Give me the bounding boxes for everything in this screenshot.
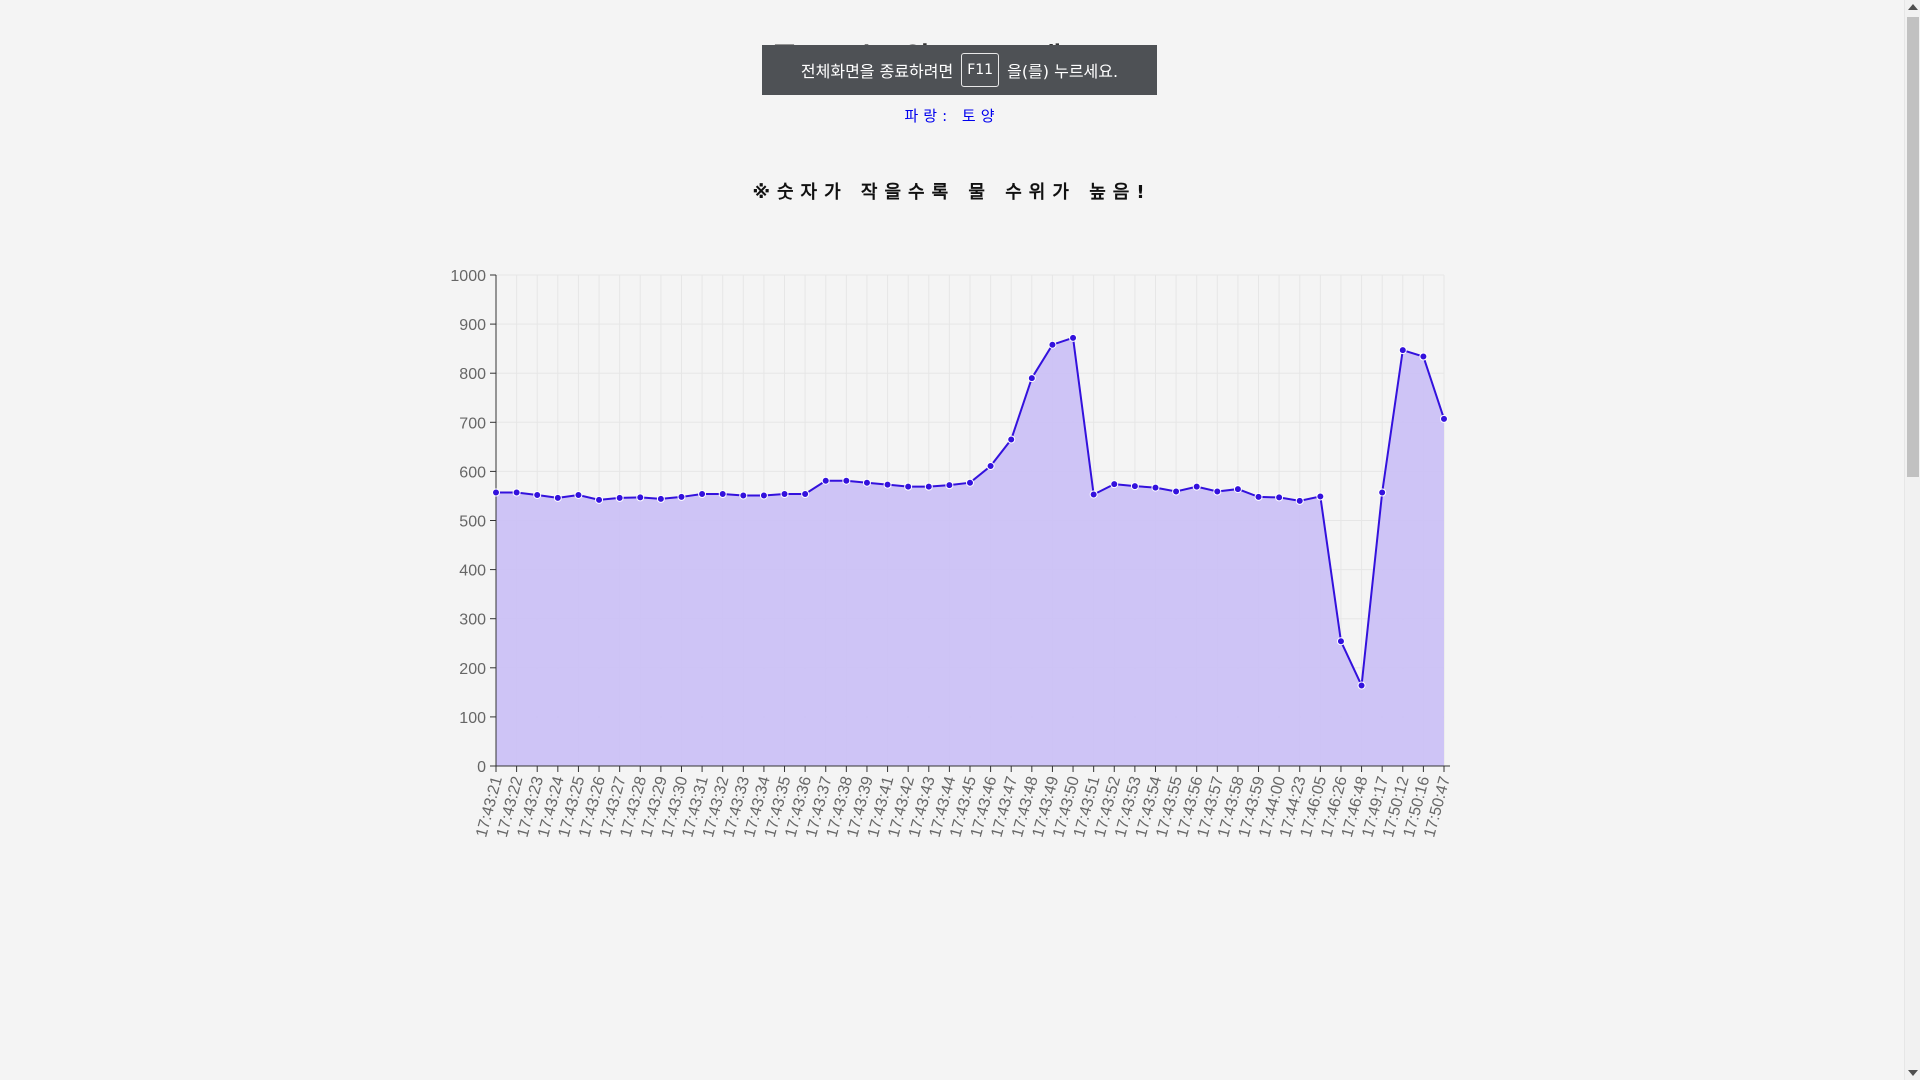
- vertical-scrollbar[interactable]: [1904, 0, 1920, 1080]
- data-point: [1398, 346, 1407, 355]
- y-tick-label: 400: [459, 563, 486, 580]
- fullscreen-notice-text-after: 을(를) 누르세요.: [1007, 62, 1119, 81]
- data-point: [966, 478, 974, 487]
- y-tick-label: 1000: [450, 268, 486, 285]
- data-point: [801, 489, 810, 498]
- data-point: [904, 482, 913, 491]
- fullscreen-notice-text-before: 전체화면을 종료하려면: [800, 62, 954, 81]
- data-point: [1295, 496, 1304, 505]
- series-area-fill: [496, 337, 1444, 766]
- note-text: ※숫자가 작을수록 물 수위가 높음!: [752, 182, 1152, 203]
- data-point: [698, 489, 707, 498]
- data-point: [759, 491, 768, 500]
- data-point: [1089, 490, 1098, 499]
- y-tick-label: 600: [459, 464, 486, 481]
- data-point: [739, 491, 748, 500]
- data-point: [862, 478, 871, 487]
- data-point: [574, 490, 583, 499]
- y-tick-label: 500: [459, 514, 486, 531]
- y-tick-label: 300: [459, 612, 486, 629]
- data-point: [986, 461, 995, 470]
- data-point: [1007, 435, 1016, 444]
- data-point: [883, 480, 892, 489]
- data-point: [821, 476, 830, 485]
- data-point: [1192, 482, 1201, 491]
- y-tick-label: 0: [477, 759, 486, 776]
- data-point: [595, 495, 604, 504]
- data-point: [1130, 482, 1139, 491]
- y-tick-label: 800: [459, 366, 486, 383]
- f11-key-badge: F11: [961, 53, 1000, 87]
- data-point: [842, 476, 851, 485]
- data-point: [1357, 681, 1366, 690]
- data-point: [677, 492, 686, 501]
- data-point: [636, 493, 645, 502]
- legend-text: 파랑: 토양: [904, 107, 1000, 125]
- data-point: [1048, 340, 1057, 349]
- data-point: [1213, 487, 1222, 496]
- data-point: [1275, 493, 1284, 502]
- data-point: [1110, 480, 1119, 489]
- data-point: [718, 489, 727, 498]
- data-point: [1419, 352, 1428, 361]
- scroll-down-arrow-icon[interactable]: [1908, 1070, 1918, 1076]
- y-tick-label: 900: [459, 317, 486, 334]
- data-point: [492, 488, 500, 497]
- data-point: [1151, 483, 1160, 492]
- scroll-up-arrow-icon[interactable]: [1908, 4, 1918, 10]
- data-point: [1233, 485, 1242, 494]
- data-point: [656, 494, 665, 503]
- data-point: [1440, 414, 1448, 423]
- data-point: [1336, 637, 1345, 646]
- fullscreen-exit-notice: 전체화면을 종료하려면 F11 을(를) 누르세요.: [762, 45, 1157, 95]
- data-point: [1254, 492, 1263, 501]
- data-point: [615, 493, 624, 502]
- y-tick-label: 100: [459, 710, 486, 727]
- data-point: [780, 489, 789, 498]
- y-tick-label: 700: [459, 415, 486, 432]
- data-point: [1172, 487, 1181, 496]
- data-point: [945, 481, 954, 490]
- data-point: [1316, 492, 1325, 501]
- data-point: [512, 488, 521, 497]
- data-point: [1378, 488, 1387, 497]
- data-point: [924, 482, 933, 491]
- data-point: [553, 493, 562, 502]
- data-point: [1027, 374, 1036, 383]
- data-point: [1069, 333, 1078, 342]
- scroll-thumb[interactable]: [1907, 17, 1919, 477]
- data-point: [533, 490, 542, 499]
- y-tick-label: 200: [459, 661, 486, 678]
